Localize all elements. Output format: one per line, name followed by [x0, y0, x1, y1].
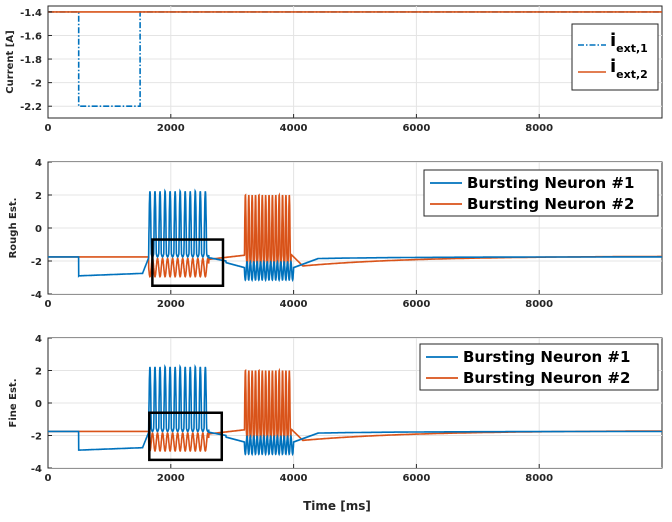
y-tick-label: 2 — [35, 191, 42, 202]
y-tick-label: -4 — [31, 290, 42, 301]
y-tick-label: -1.8 — [20, 55, 42, 66]
legend-label-iext1: iext,1 — [610, 30, 648, 55]
ylabel-rough: Rough Est. — [8, 198, 19, 259]
y-tick-label: 4 — [35, 158, 42, 169]
x-tick-label: 0 — [45, 473, 52, 484]
x-tick-label: 8000 — [525, 473, 553, 484]
highlight-box — [148, 411, 224, 462]
x-tick-label: 6000 — [402, 473, 430, 484]
y-tick-label: 0 — [35, 224, 42, 235]
x-tick-label: 2000 — [157, 123, 185, 134]
x-tick-label: 8000 — [525, 123, 553, 134]
y-tick-label: -2.2 — [20, 102, 42, 113]
y-tick-label: 0 — [35, 399, 42, 410]
x-tick-label: 4000 — [280, 473, 308, 484]
panel-current: Current [A] iext,1 iext,2 0 2000 4000 6000 8… — [5, 5, 663, 134]
y-tick-label: -2 — [31, 257, 42, 268]
legend-fine: Bursting Neuron #1 Bursting Neuron #2 — [419, 343, 659, 391]
ylabel-current: Current [A] — [5, 30, 16, 93]
y-tick-label: -1.6 — [20, 31, 42, 42]
legend-box-fine — [419, 343, 659, 391]
x-tick-label: 4000 — [280, 123, 308, 134]
series-line-neuron1 — [48, 188, 662, 283]
y-tick-label: -2 — [31, 79, 42, 90]
y-tick-label: 4 — [35, 334, 42, 345]
plot-area-1 — [48, 162, 662, 294]
y-tick-label: -4 — [31, 464, 42, 475]
x-tick-label: 6000 — [402, 123, 430, 134]
highlight-box — [151, 238, 225, 288]
legend-rough: Bursting Neuron #1 Bursting Neuron #2 — [423, 169, 659, 217]
x-tick-label: 6000 — [402, 299, 430, 310]
x-tick-label: 4000 — [280, 299, 308, 310]
legend-label-iext2: iext,2 — [610, 56, 648, 81]
panel-rough-est: Rough Est. Bursting Neuron #1 Bursting N… — [8, 158, 663, 310]
legend-current: iext,1 iext,2 — [571, 23, 659, 91]
legend-box-current — [571, 23, 659, 91]
axes-box-current — [47, 5, 663, 119]
xlabel-time: Time [ms] — [303, 499, 371, 513]
legend-label-neuron1-fine: Bursting Neuron #1 — [463, 348, 630, 366]
x-tick-label: 0 — [45, 123, 52, 134]
legend-label-neuron1-rough: Bursting Neuron #1 — [467, 174, 634, 192]
y-tick-label: -1.4 — [20, 8, 42, 19]
x-tick-label: 0 — [45, 299, 52, 310]
x-tick-label: 2000 — [157, 299, 185, 310]
y-tick-label: -2 — [31, 432, 42, 443]
legend-label-neuron2-rough: Bursting Neuron #2 — [467, 195, 634, 213]
x-tick-label: 2000 — [157, 473, 185, 484]
legend-box-rough — [423, 169, 659, 217]
series-line-neuron1 — [48, 364, 662, 457]
plot-area-0 — [48, 6, 662, 118]
x-tick-label: 8000 — [525, 299, 553, 310]
ylabel-fine: Fine Est. — [8, 378, 19, 427]
y-tick-label: 2 — [35, 367, 42, 378]
legend-label-neuron2-fine: Bursting Neuron #2 — [463, 369, 630, 387]
panel-fine-est: Fine Est. Bursting Neuron #1 Bursting Ne… — [8, 334, 663, 513]
